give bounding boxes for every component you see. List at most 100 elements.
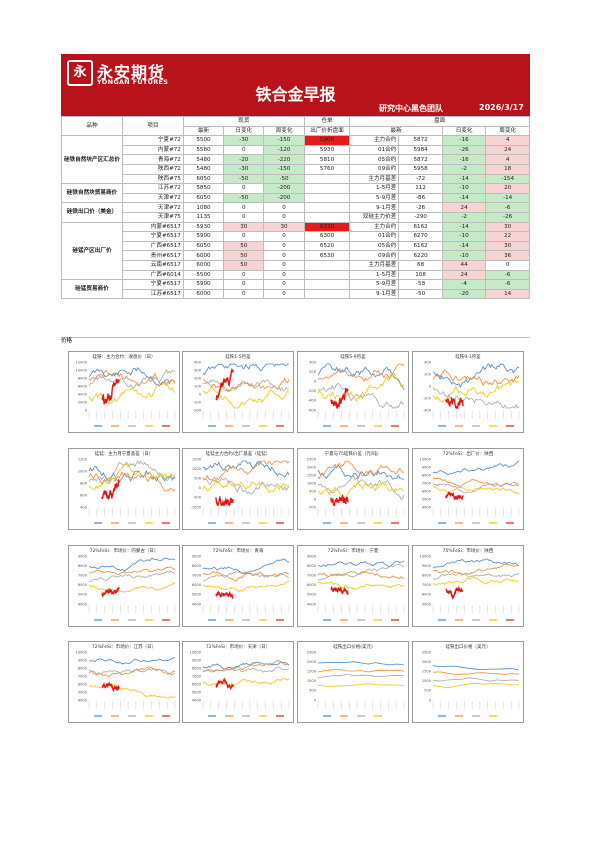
series-line	[202, 363, 289, 376]
table-cell: 内蒙#6517	[121, 221, 184, 233]
table-cell: 青海#72	[121, 154, 184, 165]
table-cell: 18	[485, 163, 530, 175]
y-tick-label: 5000	[422, 602, 432, 606]
table-cell: 0	[263, 250, 305, 261]
table-cell: -16	[441, 154, 487, 165]
series-line	[445, 585, 464, 600]
chart-title: 硅铁：主力合约：收盘价（日）	[92, 355, 156, 360]
y-tick-label: 1500	[192, 457, 202, 461]
table-cell	[303, 288, 351, 300]
table-cell: 0	[223, 269, 265, 281]
series-line	[88, 381, 176, 405]
y-tick-label: 10000	[76, 650, 88, 654]
y-tick-label: 5000	[78, 593, 88, 597]
series-line	[445, 491, 464, 501]
y-tick-label: 8000	[192, 666, 202, 670]
table-row: 硅锰贸易商价 宁夏#6517 5900 0 0 5-9月差 -58 -4 -6	[61, 279, 530, 300]
series-line	[202, 571, 290, 582]
header-ex-factory: 出厂价折盘面	[303, 125, 351, 137]
group-label: 硅铁出口价（美金）	[61, 202, 123, 223]
table-row: 青海#72 5480 -20 -220 5810 05合约 5872 -16 4	[62, 154, 530, 165]
y-tick-label: 0	[314, 380, 317, 384]
chart-title: 72%FeSi：出厂价：陕西	[442, 452, 494, 457]
table-cell: 108	[398, 269, 443, 281]
table-cell: 0	[263, 240, 305, 252]
table-cell: 广西#6014	[121, 269, 184, 281]
series-line	[202, 460, 290, 478]
y-tick-label: 1200	[78, 457, 88, 461]
chart-title: 72%FeSi：市场价：青海	[212, 549, 264, 554]
table-row: 硅锰产区出厂价 内蒙#6517 5930 30 30 6230 主力合约 6162 -14 30	[61, 221, 530, 281]
table-cell: 6050	[182, 192, 225, 204]
series-line	[88, 471, 176, 492]
table-cell: 5958	[398, 163, 443, 175]
series-line	[317, 673, 405, 678]
series-line	[317, 581, 405, 590]
y-tick-label: 4000	[307, 602, 317, 606]
chart-plot: 10000 9000 8000 7000 6000 5000 4000	[190, 650, 290, 717]
series-line	[203, 660, 290, 673]
y-tick-label: 8000	[192, 564, 202, 568]
y-tick-label: 400	[194, 360, 202, 364]
header-weekly: 周变化	[263, 125, 305, 137]
table-cell: 6270	[398, 231, 443, 242]
y-tick-label: 6000	[78, 682, 88, 686]
y-tick-label: 400	[424, 360, 432, 364]
y-tick-label: 5000	[307, 593, 317, 597]
y-tick-label: -200	[308, 389, 317, 393]
table-cell: 05合约	[349, 240, 400, 252]
header-product: 品种	[61, 115, 123, 137]
table-cell: 1-5月差	[349, 269, 400, 281]
header-spot: 现货	[182, 116, 305, 127]
table-cell: 5900	[303, 135, 351, 146]
series-line	[202, 678, 290, 687]
table-cell: 6220	[398, 250, 443, 261]
y-tick-label: 5000	[192, 593, 202, 597]
y-tick-label: 2000	[78, 400, 88, 404]
table-cell: 5872	[398, 135, 443, 146]
table-cell: 江苏#72	[121, 183, 184, 194]
series-line	[317, 661, 405, 666]
series-line	[317, 463, 405, 480]
chart-title: 硅铁9-1月差	[455, 355, 481, 360]
chart-title: 硅锰主力合约/出厂基差（硅锰）	[205, 452, 271, 457]
table-cell: 江苏#6517	[121, 288, 184, 300]
table-cell: 5500	[182, 135, 225, 146]
table-cell: 9-1月差	[349, 202, 400, 213]
chart-panel: 硅锰主力合约/出厂基差（硅锰） 1500 1000 500 0 -500 -1000	[182, 448, 294, 530]
y-tick-label: 0	[314, 497, 317, 501]
table-cell: -14	[441, 221, 487, 233]
series-line	[432, 677, 520, 682]
table-cell	[303, 192, 351, 204]
table-row: 硅铁出口价（美金） 天津#72 1080 0 0 9-1月差 -26 24 -6	[61, 202, 530, 223]
series-line	[330, 387, 349, 409]
table-cell: -290	[398, 211, 443, 223]
table-row: 陕西#72 5480 -30 -150 5760 09合约 5958 -2 18	[62, 163, 530, 175]
table-cell: -16	[441, 135, 487, 146]
table-cell: -6	[485, 202, 530, 213]
chart-panel: 宁夏与75硅铁价差（元/吨） 2500 2000 1500 1000 500 0 -500	[297, 448, 409, 530]
table-cell: 1080	[182, 202, 225, 213]
chart-panel: 75%FeSi：市场价：陕西 10000 9000 8000 7000 6000 5000	[412, 545, 524, 627]
y-tick-label: 0	[199, 392, 202, 396]
header-daily: 日变化	[223, 125, 265, 137]
table-cell: -10	[441, 250, 487, 261]
table-cell: -154	[485, 173, 530, 185]
chart-panel: 72%FeSi：出厂价：陕西 10000 9000 8000 7000 6000 5000 4…	[412, 448, 524, 530]
y-tick-label: 400	[80, 505, 88, 509]
series-line	[202, 661, 290, 670]
table-cell: 陕西#72	[121, 163, 184, 175]
y-tick-label: 6000	[422, 489, 432, 493]
y-tick-label: 4000	[422, 505, 432, 509]
y-tick-label: 600	[80, 493, 88, 497]
table-cell	[303, 279, 351, 290]
table-row: 宁夏#6517 5900 0 0 6300 01合约 6270 -10 22	[62, 231, 530, 242]
y-tick-label: 10000	[420, 554, 432, 558]
table-cell: 5930	[182, 221, 225, 233]
table-cell: 0	[263, 231, 305, 242]
y-tick-label: 2000	[307, 465, 317, 469]
chart-panel: 硅铁出口价格（美元） 2500 2000 1500 1000 500 0	[412, 641, 524, 723]
y-tick-label: 500	[309, 689, 317, 693]
y-tick-label: 6000	[78, 384, 88, 388]
table-cell: -6	[485, 279, 530, 290]
